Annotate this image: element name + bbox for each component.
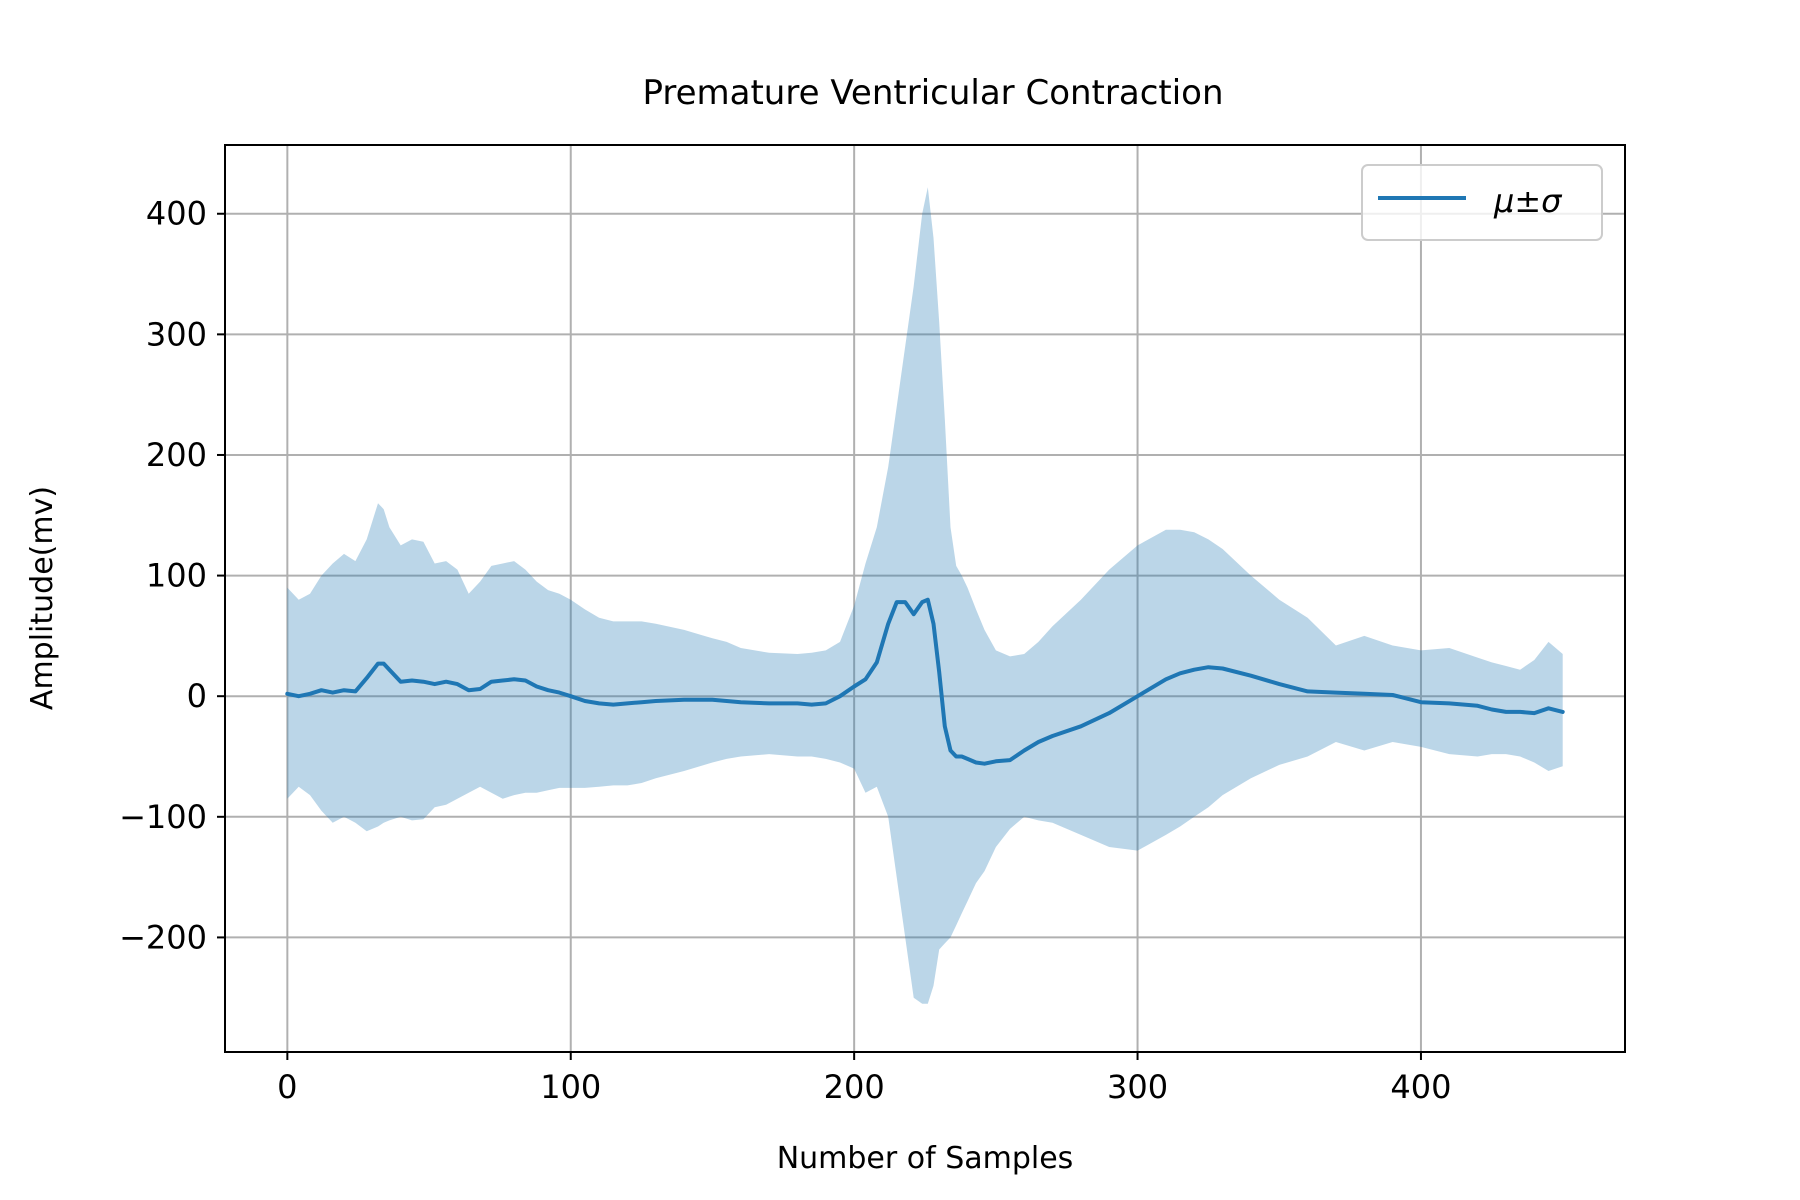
std-band-layer [287, 187, 1563, 1004]
y-axis-label: Amplitude(mv) [25, 486, 60, 710]
x-tick-label: 400 [1390, 1068, 1451, 1106]
y-tick-label: 100 [146, 557, 207, 595]
x-tick-label: 100 [540, 1068, 601, 1106]
legend-box [1361, 164, 1603, 241]
x-axis-label: Number of Samples [777, 1141, 1074, 1176]
y-tick-label: 200 [146, 436, 207, 474]
mean-line [285, 597, 1565, 766]
y-tick-label: 300 [146, 315, 207, 353]
y-axis-ticks: −200 −100 0 100 200 300 400 [119, 195, 225, 956]
x-axis-ticks: 0 100 200 300 400 [277, 1052, 1451, 1106]
std-band [287, 187, 1563, 1004]
chart-title: Premature Ventricular Contraction [642, 73, 1223, 113]
x-tick-label: 300 [1107, 1068, 1168, 1106]
y-tick-label: 0 [187, 677, 207, 715]
y-tick-label: −200 [119, 918, 207, 956]
y-tick-label: −100 [119, 798, 207, 836]
legend: μ±σ [1361, 164, 1603, 241]
mean-line-layer [285, 597, 1565, 766]
y-tick-label: 400 [146, 195, 207, 233]
plot-frame [224, 144, 1626, 1053]
x-tick-label: 0 [277, 1068, 297, 1106]
grid [225, 145, 1625, 1052]
x-tick-label: 200 [824, 1068, 885, 1106]
legend-label: μ±σ [1493, 182, 1563, 220]
